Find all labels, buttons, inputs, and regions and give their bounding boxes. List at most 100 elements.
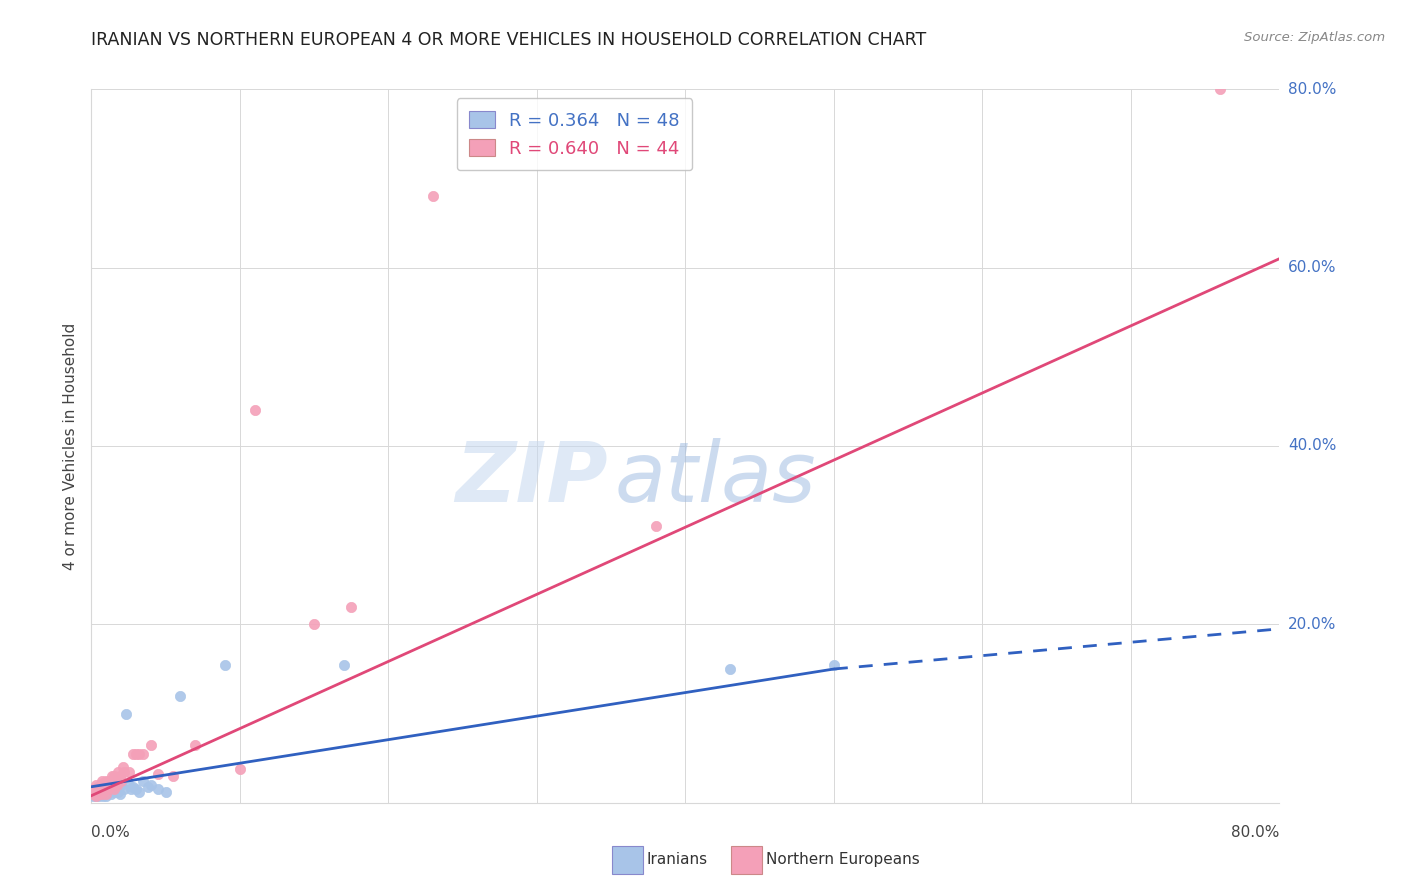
Point <box>91 785 114 799</box>
Point <box>112 782 135 797</box>
Point <box>107 785 129 799</box>
Point <box>97 782 120 797</box>
Point <box>82 787 104 801</box>
Point <box>89 787 111 801</box>
Point <box>100 787 122 801</box>
Point <box>111 760 134 774</box>
Text: 80.0%: 80.0% <box>1288 82 1336 96</box>
Point <box>117 778 139 792</box>
Point <box>84 785 107 799</box>
Point <box>114 706 136 721</box>
Point <box>139 778 162 792</box>
Text: Source: ZipAtlas.com: Source: ZipAtlas.com <box>1244 31 1385 45</box>
Text: 0.0%: 0.0% <box>91 825 131 840</box>
Point <box>107 764 129 779</box>
Point <box>100 778 122 792</box>
Point <box>125 747 148 761</box>
Point <box>108 769 131 783</box>
Legend: R = 0.364   N = 48, R = 0.640   N = 44: R = 0.364 N = 48, R = 0.640 N = 44 <box>457 98 692 170</box>
Point <box>139 738 162 752</box>
Point <box>302 617 325 632</box>
Point <box>105 782 128 797</box>
Point <box>128 747 150 761</box>
Point <box>89 782 111 797</box>
Point <box>100 780 122 794</box>
Point <box>96 782 118 797</box>
Point <box>87 789 110 803</box>
Point <box>644 519 666 533</box>
Point <box>96 773 118 788</box>
Point <box>101 769 124 783</box>
Point <box>162 769 184 783</box>
Point <box>97 778 120 792</box>
Point <box>132 747 155 761</box>
Text: Iranians: Iranians <box>647 853 707 867</box>
Point <box>84 778 107 792</box>
Point <box>94 782 117 797</box>
Text: 40.0%: 40.0% <box>1288 439 1336 453</box>
Point <box>86 787 108 801</box>
Point <box>86 780 108 794</box>
Text: ZIP: ZIP <box>456 438 609 518</box>
Point <box>84 789 107 803</box>
Point <box>132 773 155 788</box>
Point <box>125 782 148 797</box>
Text: atlas: atlas <box>614 438 815 518</box>
Text: 60.0%: 60.0% <box>1288 260 1336 275</box>
Point <box>718 662 741 676</box>
Point <box>823 657 845 672</box>
Point <box>121 782 143 797</box>
Point <box>91 789 114 803</box>
Text: Northern Europeans: Northern Europeans <box>766 853 920 867</box>
Point <box>101 782 124 797</box>
Point <box>90 780 112 794</box>
Y-axis label: 4 or more Vehicles in Household: 4 or more Vehicles in Household <box>63 322 79 570</box>
Point <box>122 747 145 761</box>
Point <box>90 787 112 801</box>
Point <box>97 785 120 799</box>
Point <box>169 689 191 703</box>
Point <box>98 782 121 797</box>
Point <box>155 785 177 799</box>
Point <box>1209 82 1232 96</box>
Point <box>90 785 112 799</box>
Point <box>110 778 132 792</box>
Point <box>103 769 125 783</box>
Point <box>87 782 110 797</box>
Point <box>83 782 105 797</box>
Point <box>82 789 104 803</box>
Point <box>87 780 110 794</box>
Point <box>184 738 207 752</box>
Text: 80.0%: 80.0% <box>1232 825 1279 840</box>
Point <box>108 787 131 801</box>
Point <box>84 789 107 803</box>
Point <box>229 762 252 776</box>
Point <box>243 403 266 417</box>
Point <box>104 780 127 794</box>
Point <box>96 787 118 801</box>
Point <box>98 773 121 788</box>
Text: IRANIAN VS NORTHERN EUROPEAN 4 OR MORE VEHICLES IN HOUSEHOLD CORRELATION CHART: IRANIAN VS NORTHERN EUROPEAN 4 OR MORE V… <box>91 31 927 49</box>
Point <box>87 787 110 801</box>
Point <box>422 189 444 203</box>
Point <box>90 773 112 788</box>
Point <box>103 785 125 799</box>
Point <box>333 657 356 672</box>
Point <box>112 764 135 779</box>
Point <box>86 785 108 799</box>
Point <box>117 764 139 779</box>
Point <box>340 599 363 614</box>
Point <box>91 782 114 797</box>
Point <box>110 773 132 788</box>
Point <box>104 773 127 788</box>
Point <box>103 782 125 797</box>
Point <box>91 776 114 790</box>
Point <box>148 782 170 797</box>
Point <box>94 787 117 801</box>
Text: 20.0%: 20.0% <box>1288 617 1336 632</box>
Point <box>89 778 111 792</box>
Point <box>128 785 150 799</box>
Point <box>94 778 117 792</box>
Point <box>105 778 128 792</box>
Point <box>122 780 145 794</box>
